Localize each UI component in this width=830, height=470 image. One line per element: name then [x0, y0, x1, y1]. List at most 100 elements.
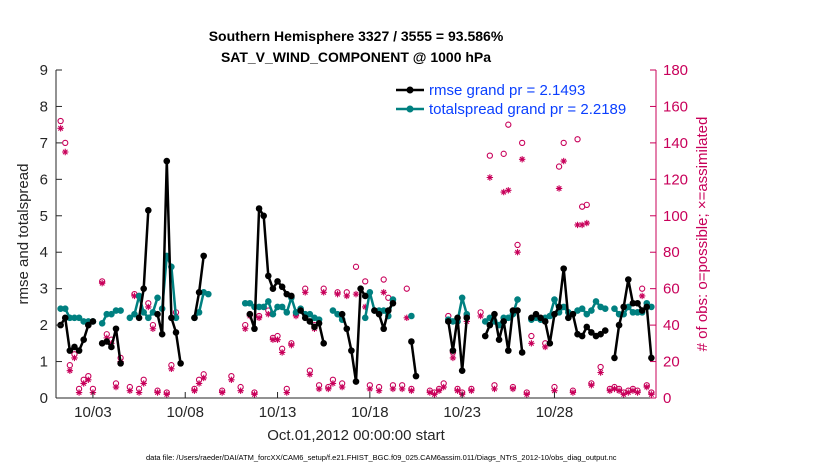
obs-assimilated-marker	[154, 389, 161, 396]
obs-assimilated-marker	[338, 383, 346, 391]
obs-possible-marker	[505, 121, 512, 128]
spread-point	[578, 305, 586, 313]
spread-point	[551, 296, 558, 303]
obs-assimilated-marker	[375, 387, 383, 394]
obs-possible-marker	[560, 139, 567, 147]
rmse-point	[103, 338, 111, 345]
obs-possible-marker	[57, 117, 64, 125]
x-tick-label: 10/13	[259, 404, 297, 421]
rmse-line-segment	[156, 159, 182, 364]
rmse-point	[625, 276, 632, 283]
spread-point	[126, 314, 134, 322]
spread-point	[117, 307, 124, 314]
obs-assimilated-marker	[454, 387, 461, 394]
rmse-point	[500, 318, 507, 325]
y-right-tick-label: 160	[663, 98, 688, 115]
spread-point	[380, 307, 387, 314]
spread-point	[588, 307, 595, 314]
rmse-point	[569, 310, 577, 318]
rmse-point	[389, 299, 397, 307]
y-right-tick-label: 60	[663, 281, 680, 298]
legend-spread-marker	[406, 105, 414, 113]
x-tick-label: 10/03	[74, 404, 112, 421]
rmse-point	[412, 372, 420, 380]
spread-point	[154, 294, 161, 302]
spread-point	[648, 303, 655, 311]
obs-assimilated-marker	[66, 367, 74, 374]
obs-assimilated-marker	[615, 387, 623, 394]
obs-assimilated-marker	[140, 380, 147, 387]
rmse-point	[343, 325, 351, 333]
rmse-point	[518, 349, 526, 356]
chart-title: Southern Hemisphere 3327 / 3555 = 93.586…	[209, 28, 504, 44]
spread-point	[560, 303, 567, 311]
obs-assimilated-marker	[163, 391, 170, 398]
spread-point	[449, 318, 457, 325]
rmse-point	[546, 340, 554, 347]
rmse-point	[495, 336, 503, 343]
rmse-point	[89, 318, 97, 325]
obs-assimilated-marker	[505, 187, 512, 194]
spread-point	[108, 310, 115, 318]
obs-assimilated-marker	[71, 354, 78, 362]
rmse-line-segment	[248, 207, 292, 331]
obs-assimilated-marker	[75, 389, 83, 396]
rmse-point	[265, 272, 272, 280]
x-axis-label: Oct.01,2012 00:00:00 start	[267, 427, 445, 444]
obs-assimilated-marker	[638, 292, 646, 300]
rmse-point	[491, 310, 498, 318]
spread-point	[334, 310, 341, 318]
rmse-point	[583, 323, 591, 331]
rmse-point	[532, 310, 540, 318]
obs-possible-marker	[500, 150, 507, 157]
spread-point	[131, 310, 138, 318]
obs-assimilated-marker	[237, 387, 244, 394]
rmse-point	[306, 318, 314, 325]
obs-assimilated-marker	[449, 354, 457, 362]
rmse-point	[638, 307, 646, 314]
spread-point	[241, 299, 249, 307]
obs-assimilated-marker	[518, 156, 526, 163]
y-axis-label: rmse and totalspread	[15, 164, 32, 305]
obs-assimilated-marker	[555, 185, 563, 192]
rmse-point	[246, 310, 254, 318]
obs-assimilated-marker	[648, 391, 655, 398]
rmse-point	[597, 330, 604, 338]
obs-assimilated-marker	[491, 385, 498, 393]
rmse-point	[578, 332, 586, 340]
obs-possible-marker	[574, 136, 581, 143]
obs-possible-marker	[555, 163, 563, 170]
rmse-point	[505, 347, 512, 354]
spread-point	[255, 303, 263, 311]
y-tick-label: 7	[40, 135, 48, 152]
obs-assimilated-marker	[168, 365, 175, 373]
rmse-point	[371, 307, 378, 314]
rmse-point	[537, 314, 544, 322]
x-tick-label: 10/28	[536, 404, 574, 421]
y-right-tick-label: 40	[663, 317, 680, 334]
rmse-point	[357, 285, 364, 292]
x-tick-label: 10/18	[351, 404, 389, 421]
spread-point	[274, 303, 281, 311]
rmse-point	[643, 303, 651, 311]
rmse-point	[200, 252, 207, 260]
rmse-point	[551, 310, 558, 318]
rmse-point	[177, 360, 184, 367]
obs-assimilated-marker	[634, 389, 641, 396]
obs-assimilated-marker	[135, 389, 143, 396]
obs-assimilated-marker	[574, 221, 581, 229]
rmse-point	[352, 378, 360, 385]
rmse-point	[463, 314, 471, 322]
obs-possible-marker	[62, 139, 69, 147]
spread-point	[458, 294, 466, 302]
spread-point	[103, 310, 111, 318]
obs-possible-marker	[352, 263, 360, 270]
rmse-point	[615, 321, 623, 329]
spread-point	[481, 318, 489, 325]
obs-assimilated-marker	[242, 325, 249, 332]
rmse-point	[528, 314, 535, 322]
rmse-point	[385, 307, 392, 314]
rmse-point	[297, 307, 304, 314]
legend-rmse-label: rmse grand pr = 2.1493	[429, 82, 585, 99]
obs-assimilated-marker	[57, 125, 64, 132]
